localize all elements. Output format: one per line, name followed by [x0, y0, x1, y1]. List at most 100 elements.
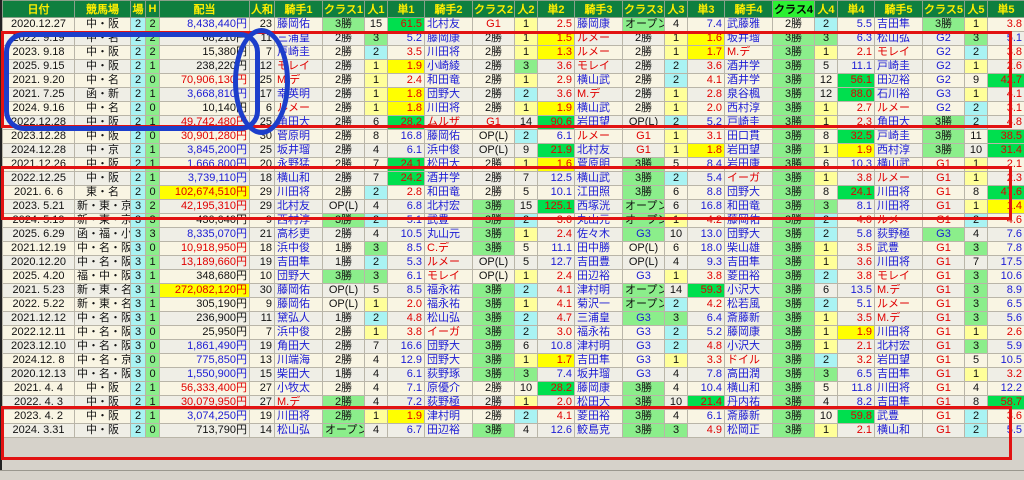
popularity-sum-cell[interactable]: 19 [250, 340, 275, 354]
racecourse-cell[interactable]: 中・名・阪 [75, 326, 131, 340]
popularity-cell[interactable]: 2 [965, 102, 988, 116]
h-cell[interactable]: 0 [146, 130, 160, 144]
popularity-cell[interactable]: 1 [365, 60, 388, 74]
jockey-cell[interactable]: ムルザ [425, 116, 473, 130]
odds-cell[interactable]: 8.5 [388, 242, 425, 256]
class-cell[interactable]: 2勝 [473, 32, 515, 46]
jockey-cell[interactable]: 鮫島克 [575, 424, 623, 438]
payout-cell[interactable]: 30,079,950円 [160, 396, 250, 410]
jockey-cell[interactable]: 酒井学 [425, 172, 473, 186]
column-header-クラス3[interactable]: クラス3 [623, 1, 665, 18]
track-count-cell[interactable]: 2 [131, 18, 146, 32]
popularity-cell[interactable]: 1 [665, 144, 688, 158]
popularity-sum-cell[interactable]: 17 [250, 88, 275, 102]
payout-cell[interactable]: 10,918,950円 [160, 242, 250, 256]
popularity-cell[interactable]: 5 [515, 186, 538, 200]
jockey-cell[interactable]: 黛弘人 [275, 312, 323, 326]
popularity-cell[interactable]: 2 [515, 410, 538, 424]
odds-cell[interactable]: 3.1 [988, 102, 1024, 116]
jockey-cell[interactable]: 原優介 [425, 382, 473, 396]
class-cell[interactable]: 3勝 [773, 186, 815, 200]
popularity-cell[interactable]: 4 [665, 18, 688, 32]
track-count-cell[interactable]: 3 [131, 256, 146, 270]
class-cell[interactable]: 2勝 [323, 102, 365, 116]
class-cell[interactable]: 3勝 [623, 410, 665, 424]
jockey-cell[interactable]: 吉田隼 [725, 256, 773, 270]
popularity-cell[interactable]: 11 [965, 130, 988, 144]
jockey-cell[interactable]: 佐々木 [575, 228, 623, 242]
popularity-cell[interactable]: 4 [965, 382, 988, 396]
class-cell[interactable]: OP(L) [323, 284, 365, 298]
racecourse-cell[interactable]: 東・名 [75, 186, 131, 200]
class-cell[interactable]: オープン [623, 214, 665, 228]
popularity-cell[interactable]: 7 [365, 340, 388, 354]
date-cell[interactable]: 2020.12.27 [3, 18, 75, 32]
popularity-cell[interactable]: 1 [365, 298, 388, 312]
class-cell[interactable]: 3勝 [473, 200, 515, 214]
class-cell[interactable]: 3勝 [773, 312, 815, 326]
odds-cell[interactable]: 3.8 [388, 326, 425, 340]
popularity-sum-cell[interactable]: 29 [250, 200, 275, 214]
odds-cell[interactable]: 4.1 [538, 298, 575, 312]
h-cell[interactable]: 3 [146, 214, 160, 228]
odds-cell[interactable]: 17.5 [988, 256, 1024, 270]
odds-cell[interactable]: 2.3 [988, 172, 1024, 186]
h-cell[interactable]: 0 [146, 242, 160, 256]
odds-cell[interactable]: 4.2 [688, 214, 725, 228]
odds-cell[interactable]: 4.0 [838, 214, 875, 228]
track-count-cell[interactable]: 2 [131, 102, 146, 116]
date-cell[interactable]: 2024. 3.31 [3, 424, 75, 438]
payout-cell[interactable]: 25,950円 [160, 326, 250, 340]
jockey-cell[interactable]: ドイル [725, 354, 773, 368]
popularity-cell[interactable]: 1 [815, 46, 838, 60]
jockey-cell[interactable]: 団野大 [425, 340, 473, 354]
class-cell[interactable]: 2勝 [323, 354, 365, 368]
payout-cell[interactable]: 1,861,490円 [160, 340, 250, 354]
popularity-cell[interactable]: 7 [365, 158, 388, 172]
column-header-H[interactable]: H [146, 1, 160, 18]
class-cell[interactable]: 3勝 [473, 354, 515, 368]
payout-cell[interactable]: 68,210円 [160, 32, 250, 46]
class-cell[interactable]: 2勝 [323, 46, 365, 60]
odds-cell[interactable]: 6.4 [688, 312, 725, 326]
popularity-sum-cell[interactable]: 21 [250, 228, 275, 242]
popularity-sum-cell[interactable]: 18 [250, 172, 275, 186]
racecourse-cell[interactable]: 中・名・阪 [75, 242, 131, 256]
jockey-cell[interactable]: M.デ [275, 396, 323, 410]
jockey-cell[interactable]: 藤岡康 [725, 326, 773, 340]
h-cell[interactable]: 3 [146, 228, 160, 242]
column-header-日付[interactable]: 日付 [3, 1, 75, 18]
popularity-cell[interactable]: 12 [815, 74, 838, 88]
jockey-cell[interactable]: 斎藤新 [725, 312, 773, 326]
racecourse-cell[interactable]: 中・京 [75, 144, 131, 158]
track-count-cell[interactable]: 2 [131, 116, 146, 130]
date-cell[interactable]: 2024. 5.19 [3, 214, 75, 228]
jockey-cell[interactable]: 西塚洸 [575, 200, 623, 214]
track-count-cell[interactable]: 2 [131, 410, 146, 424]
popularity-cell[interactable]: 1 [515, 270, 538, 284]
odds-cell[interactable]: 3.6 [838, 256, 875, 270]
class-cell[interactable]: 3勝 [773, 340, 815, 354]
jockey-cell[interactable]: 田辺裕 [575, 270, 623, 284]
jockey-cell[interactable]: 川田将 [425, 46, 473, 60]
popularity-cell[interactable]: 4 [665, 382, 688, 396]
class-cell[interactable]: 2勝 [623, 32, 665, 46]
class-cell[interactable]: 3勝 [323, 214, 365, 228]
class-cell[interactable]: 2勝 [473, 102, 515, 116]
jockey-cell[interactable]: M.デ [875, 284, 923, 298]
class-cell[interactable]: 2勝 [323, 396, 365, 410]
class-cell[interactable]: 2勝 [773, 18, 815, 32]
date-cell[interactable]: 2025. 4.20 [3, 270, 75, 284]
jockey-cell[interactable]: イーガ [725, 172, 773, 186]
odds-cell[interactable]: 6.5 [988, 298, 1024, 312]
payout-cell[interactable]: 3,739,110円 [160, 172, 250, 186]
racecourse-cell[interactable]: 函・新 [75, 88, 131, 102]
odds-cell[interactable]: 4.7 [538, 312, 575, 326]
track-count-cell[interactable]: 3 [131, 326, 146, 340]
popularity-cell[interactable]: 10 [665, 228, 688, 242]
